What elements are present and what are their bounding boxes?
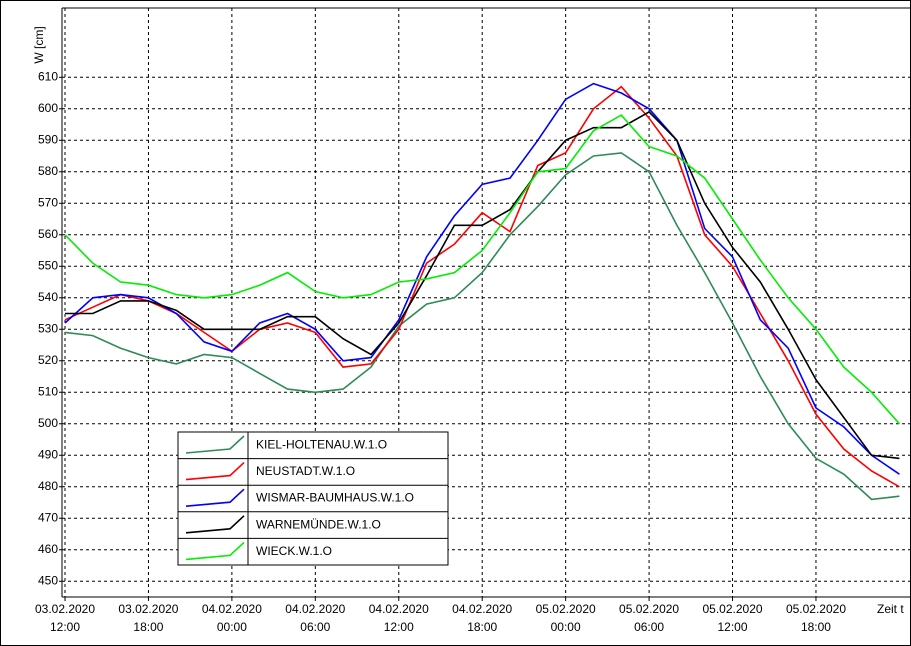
x-tick-label: 04.02.2020 18:00 — [452, 602, 512, 634]
y-axis-label: W [cm] — [32, 26, 46, 63]
y-tick-label: 590 — [38, 132, 58, 146]
legend-label: NEUSTADT.W.1.O — [256, 464, 355, 478]
y-tick-label: 480 — [38, 479, 58, 493]
legend-swatch — [185, 515, 245, 534]
y-tick-label: 530 — [38, 321, 58, 335]
x-tick-label: 04.02.2020 12:00 — [369, 602, 429, 634]
x-tick-label: 05.02.2020 18:00 — [786, 602, 846, 634]
legend-swatch — [185, 541, 245, 561]
y-tick-label: 550 — [38, 258, 58, 272]
y-tick-label: 540 — [38, 290, 58, 304]
y-tick-label: 580 — [38, 164, 58, 178]
x-tick-label: 03.02.2020 18:00 — [118, 602, 178, 634]
y-tick-label: 560 — [38, 227, 58, 241]
legend-label: KIEL-HOLTENAU.W.1.O — [256, 437, 387, 451]
y-tick-label: 520 — [38, 353, 58, 367]
legend-swatch — [185, 488, 245, 507]
x-tick-label: 05.02.2020 00:00 — [536, 602, 596, 634]
y-tick-label: 470 — [38, 510, 58, 524]
legend-box — [177, 431, 449, 566]
y-tick-label: 500 — [38, 416, 58, 430]
series-line — [64, 152, 900, 501]
x-tick-label: 05.02.2020 12:00 — [702, 602, 762, 634]
y-tick-label: 460 — [38, 542, 58, 556]
y-tick-label: 450 — [38, 573, 58, 587]
legend-swatch — [185, 435, 245, 454]
y-tick-label: 570 — [38, 195, 58, 209]
series-line — [64, 85, 900, 488]
x-tick-label: 04.02.2020 00:00 — [202, 602, 262, 634]
x-axis-label: Zeit t — [877, 602, 904, 616]
legend-label: WARNEMÜNDE.W.1.O — [256, 517, 381, 531]
y-tick-label: 490 — [38, 447, 58, 461]
y-tick-label: 600 — [38, 101, 58, 115]
y-tick-label: 610 — [38, 69, 58, 83]
series-line — [64, 82, 900, 475]
x-tick-label: 04.02.2020 06:00 — [285, 602, 345, 634]
y-tick-label: 510 — [38, 384, 58, 398]
series-line — [65, 110, 900, 460]
legend-label: WIECK.W.1.O — [256, 544, 332, 558]
legend-swatch — [185, 462, 245, 481]
series-line — [64, 114, 900, 425]
x-tick-label: 05.02.2020 06:00 — [619, 602, 679, 634]
legend-label: WISMAR-BAUMHAUS.W.1.O — [256, 491, 414, 505]
x-tick-label: 03.02.2020 12:00 — [35, 602, 95, 634]
